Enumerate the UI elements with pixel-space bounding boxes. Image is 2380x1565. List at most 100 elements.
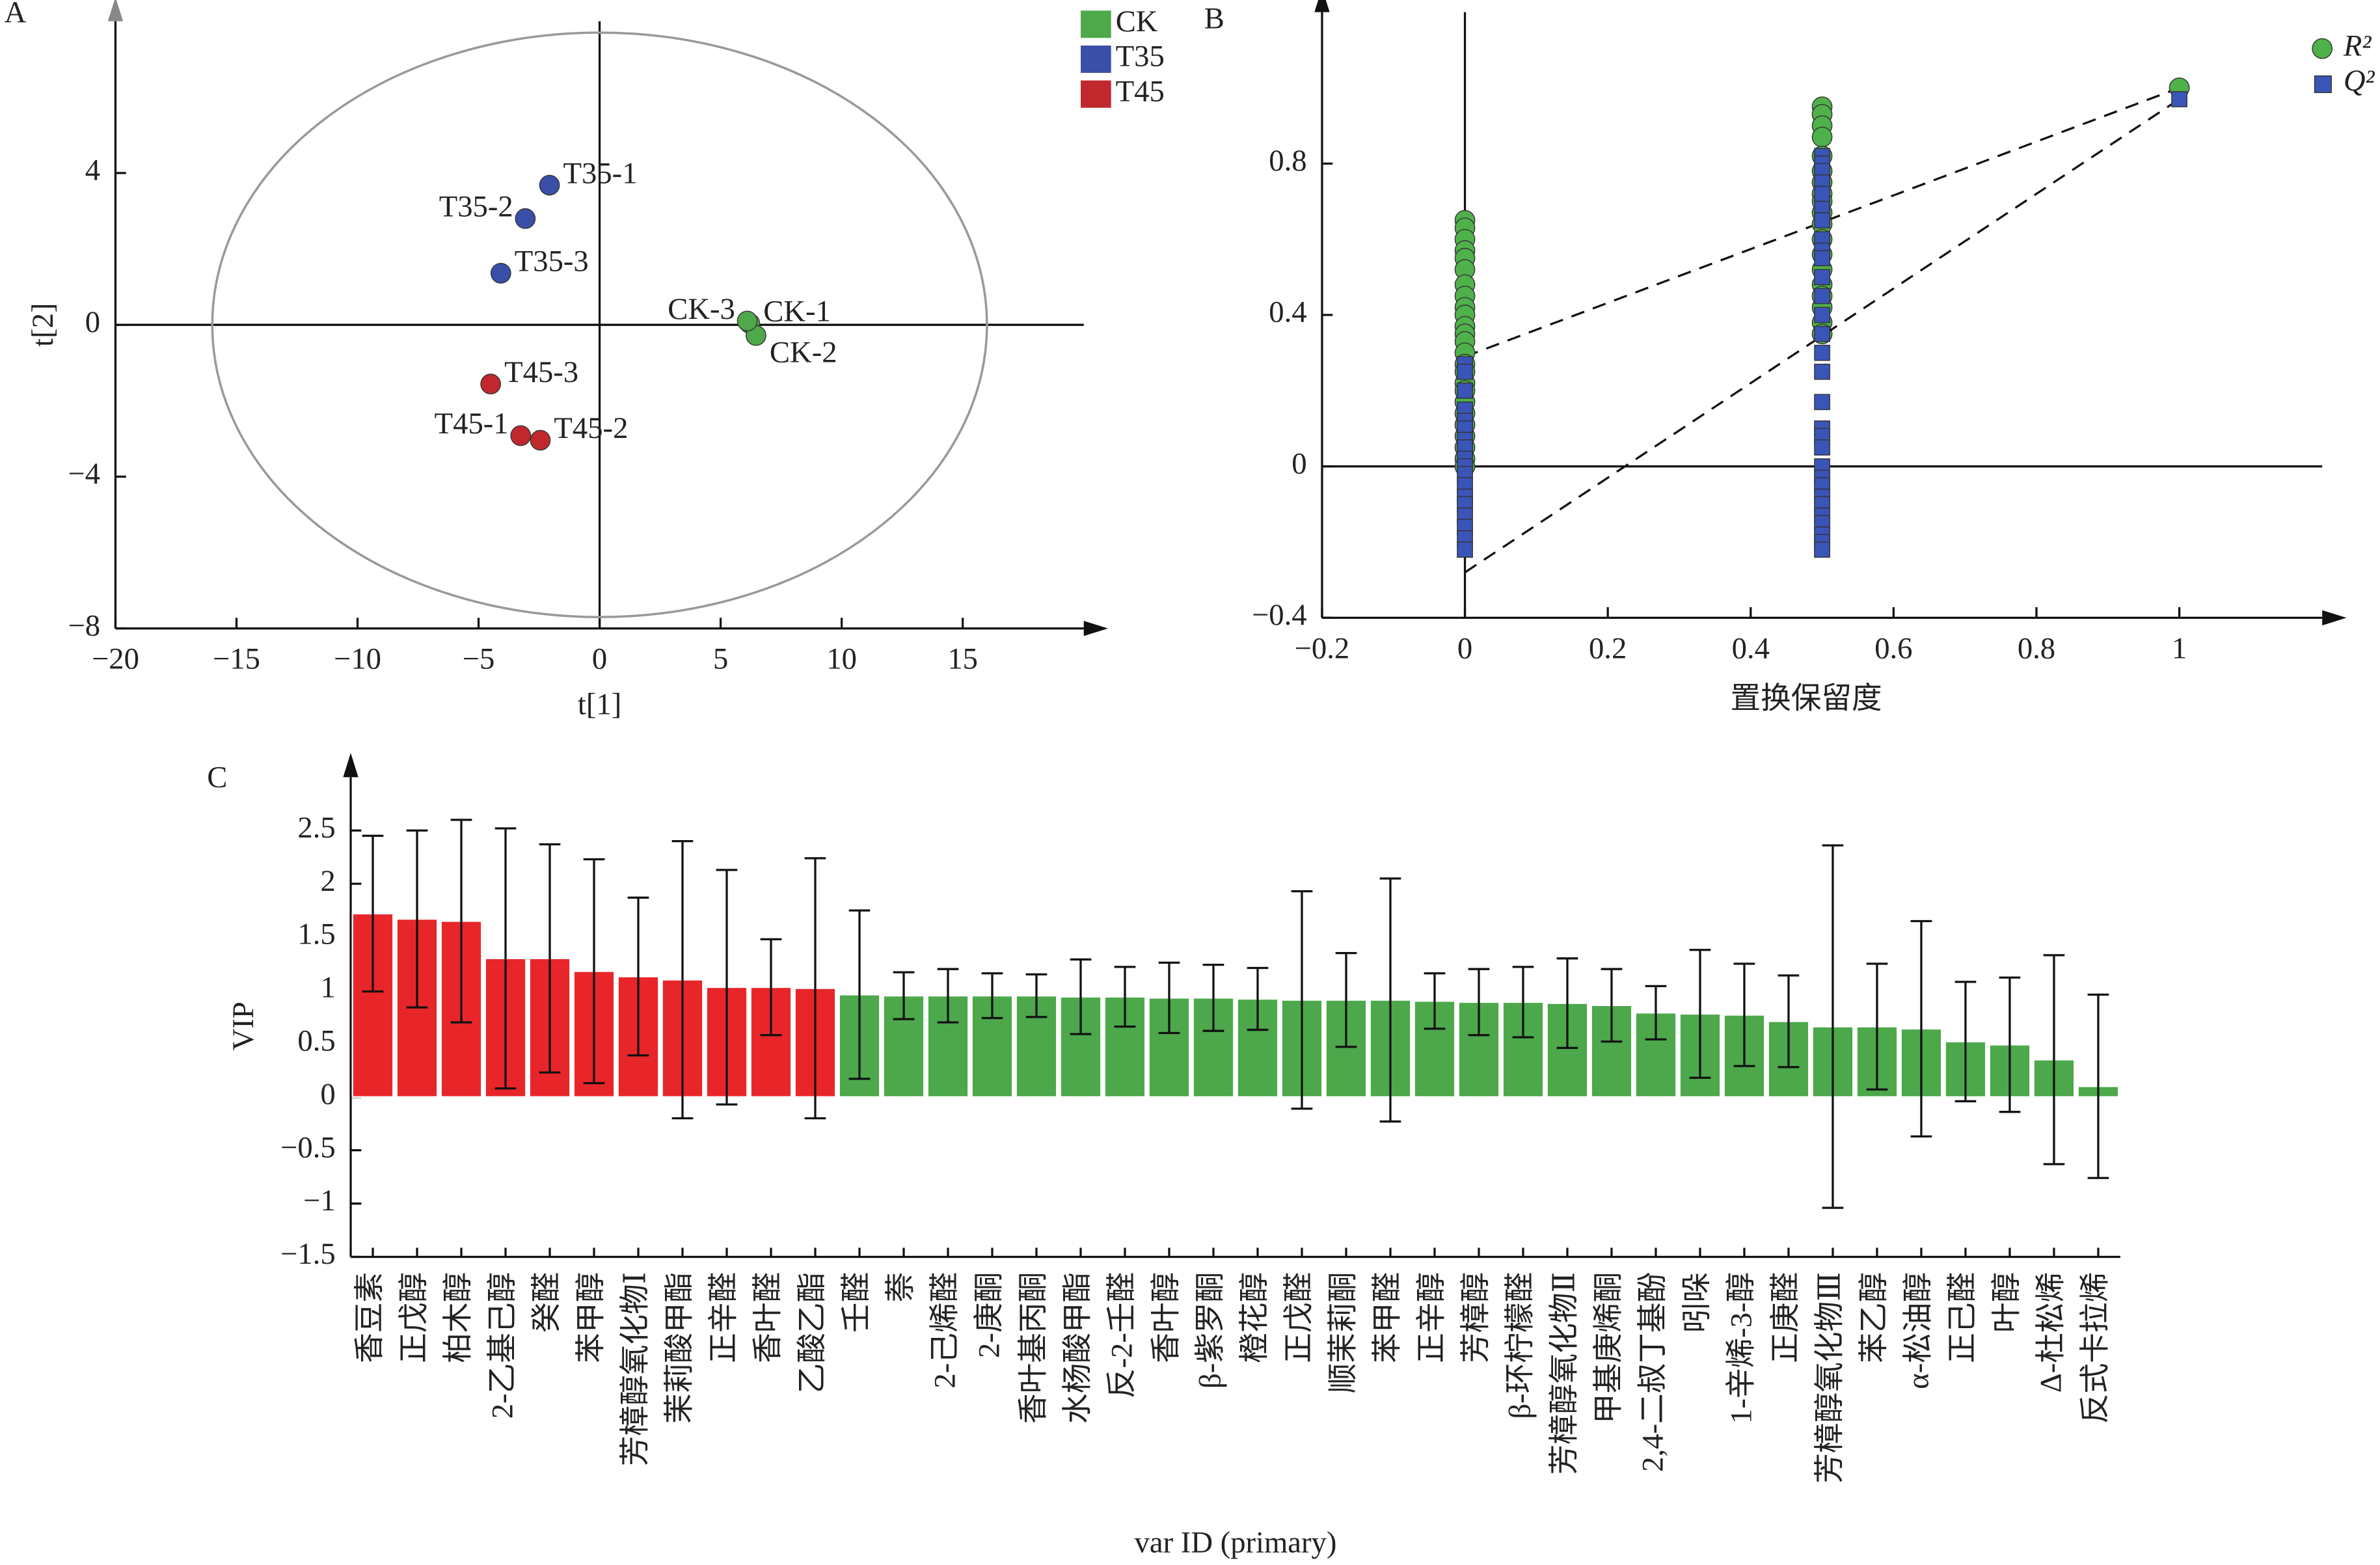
point <box>1457 363 1473 380</box>
x-axis-label: var ID (primary) <box>1135 1525 1337 1559</box>
point <box>737 310 758 332</box>
x-tick-label: 5 <box>713 642 728 676</box>
y-axis-arrow <box>343 753 358 778</box>
x-tick-label: 芳樟醇氧化物Ⅱ <box>1548 1272 1582 1475</box>
x-tick-label: 2,4-二叔丁基酚 <box>1636 1272 1670 1472</box>
x-tick-label: 萘 <box>884 1272 918 1303</box>
x-tick-label: 反-2-壬醛 <box>1105 1272 1139 1398</box>
x-tick-label: −5 <box>463 642 495 676</box>
panel-label: C <box>207 761 227 795</box>
legend-marker <box>1081 80 1111 108</box>
x-tick-label: 吲哚 <box>1681 1272 1714 1333</box>
x-tick-label: 0.4 <box>1732 631 1770 665</box>
point <box>1814 306 1830 323</box>
x-tick-label: 芳樟醇氧化物Ⅰ <box>619 1272 653 1466</box>
point-label: T35-2 <box>439 190 513 224</box>
x-tick-label: 癸醛 <box>530 1272 564 1333</box>
x-tick-label: 乙酸乙酯 <box>796 1272 830 1394</box>
point-label: CK-1 <box>763 295 831 329</box>
point <box>1457 383 1473 399</box>
point <box>2171 91 2187 107</box>
legend-marker <box>2312 38 2333 59</box>
x-axis-arrow <box>2322 610 2347 626</box>
x-tick-label: 2-乙基己醇 <box>486 1272 520 1419</box>
y-tick-label: 0 <box>320 1077 335 1111</box>
x-tick-label: 1 <box>2172 631 2187 665</box>
point-label: T45-2 <box>554 411 628 445</box>
x-tick-label: −20 <box>92 642 139 676</box>
point <box>1814 439 1830 456</box>
point <box>510 425 532 446</box>
y-tick-label: 0.5 <box>297 1024 335 1058</box>
x-tick-label: 2-己烯醛 <box>928 1272 962 1389</box>
x-tick-label: 香豆素 <box>353 1272 387 1363</box>
x-tick-label: 苯甲醛 <box>1371 1272 1405 1363</box>
legend-marker <box>1081 10 1111 38</box>
y-tick-label: 0 <box>1291 446 1306 480</box>
point <box>480 374 502 395</box>
y-axis-label: t[2] <box>26 303 60 347</box>
y-tick-label: −4 <box>68 457 101 491</box>
legend-marker <box>2314 75 2332 93</box>
y-tick-label: −0.4 <box>1252 598 1307 632</box>
x-tick-label: 顺茉莉酮 <box>1327 1272 1360 1394</box>
x-tick-label: 香叶醛 <box>751 1272 785 1363</box>
x-tick-label: β-环柠檬醛 <box>1504 1272 1537 1419</box>
point <box>1814 185 1830 202</box>
x-tick-label: 正己醛 <box>1946 1272 1980 1363</box>
point <box>490 263 511 284</box>
y-tick-label: 4 <box>85 154 100 187</box>
x-tick-label: 叶醇 <box>1990 1272 2024 1333</box>
legend-label: Q² <box>2344 64 2375 98</box>
x-tick-label: 1-辛烯-3-醇 <box>1725 1272 1759 1424</box>
x-tick-label: Δ-杜松烯 <box>2035 1272 2068 1393</box>
x-tick-label: 正戊醇 <box>398 1272 431 1363</box>
y-tick-label: 1 <box>320 971 335 1005</box>
y-tick-label: −1 <box>303 1184 336 1218</box>
x-tick-label: 水杨酸甲酯 <box>1061 1272 1095 1424</box>
x-tick-label: 芳樟醇 <box>1459 1272 1493 1363</box>
x-tick-label: 正戊醛 <box>1282 1272 1316 1363</box>
x-tick-label: 正庚醛 <box>1769 1272 1803 1363</box>
point <box>1811 126 1833 148</box>
panel-label: B <box>1204 1 1224 35</box>
y-tick-label: −8 <box>68 608 101 642</box>
x-tick-label: 正辛醛 <box>707 1272 741 1363</box>
x-tick-label: β-紫罗酮 <box>1194 1272 1228 1389</box>
x-tick-label: 0 <box>592 642 607 676</box>
point <box>1457 541 1473 558</box>
point <box>1814 250 1830 267</box>
y-tick-label: 2.5 <box>297 811 335 845</box>
x-tick-label: 茉莉酸甲酯 <box>663 1272 697 1424</box>
point <box>1814 363 1830 380</box>
point <box>539 174 560 196</box>
x-tick-label: 10 <box>826 642 857 676</box>
fit-line <box>1464 98 2180 573</box>
x-tick-label: α-松油醇 <box>1902 1272 1936 1389</box>
x-tick-label: 橙花醇 <box>1238 1272 1272 1363</box>
point <box>515 208 536 229</box>
legend-label: R² <box>2343 29 2372 62</box>
x-tick-label: 0.6 <box>1874 631 1912 665</box>
y-tick-label: 0.4 <box>1269 295 1306 329</box>
x-tick-label: 苯乙醇 <box>1858 1272 1891 1363</box>
y-axis-label: VIP <box>226 1001 260 1050</box>
legend-marker <box>1081 45 1111 73</box>
x-tick-label: 苯甲醇 <box>575 1272 608 1363</box>
point <box>1814 541 1830 558</box>
x-tick-label: 芳樟醇氧化物Ⅲ <box>1813 1272 1847 1484</box>
x-tick-label: 2-庚酮 <box>973 1272 1007 1358</box>
y-tick-label: 2 <box>320 864 335 898</box>
x-tick-label: 甲基庚烯酮 <box>1592 1272 1626 1424</box>
point <box>1814 212 1830 228</box>
y-tick-label: 1.5 <box>297 918 335 951</box>
y-axis-arrow <box>1314 0 1330 12</box>
legend-label: T35 <box>1116 40 1165 74</box>
x-tick-label: 壬醛 <box>840 1272 874 1333</box>
x-tick-label: −0.2 <box>1295 631 1350 665</box>
x-tick-label: 柏木醇 <box>442 1272 476 1363</box>
x-axis-label: 置换保留度 <box>1730 681 1882 715</box>
panel-label: A <box>5 0 27 29</box>
confidence-ellipse <box>211 31 988 618</box>
